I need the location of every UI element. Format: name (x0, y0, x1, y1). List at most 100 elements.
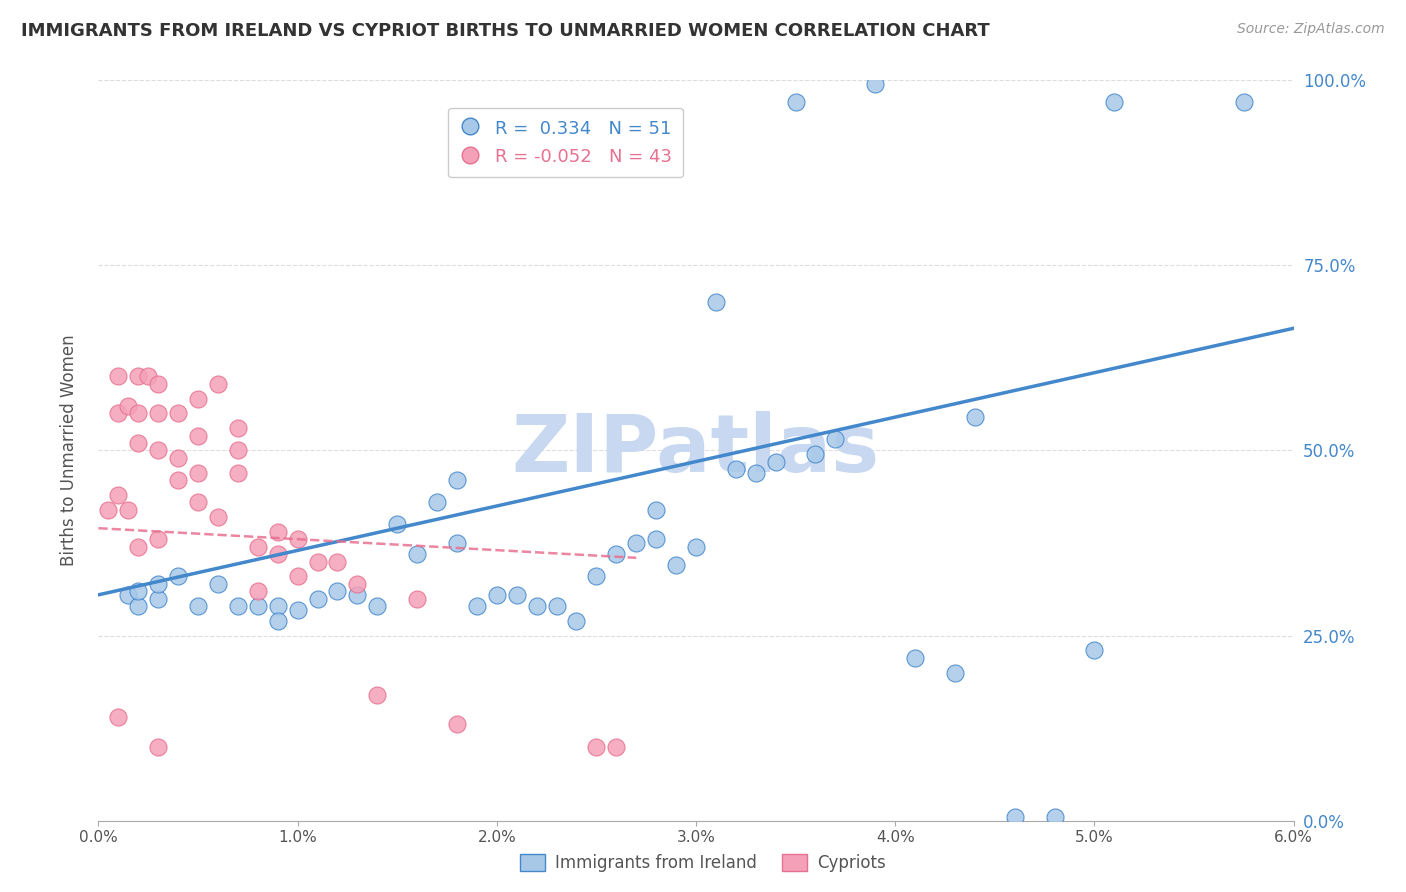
Point (226, 599, 249, 613)
Point (824, 433, 846, 447)
Point (97, 502, 120, 516)
Point (426, 495, 449, 509)
Text: ZIPatlas: ZIPatlas (512, 411, 880, 490)
Point (107, 710, 129, 724)
Point (117, 588, 139, 602)
Point (267, 547, 290, 561)
Point (207, 576, 229, 591)
Point (546, 599, 568, 613)
Point (107, 407, 129, 421)
Text: Source: ZipAtlas.com: Source: ZipAtlas.com (1237, 22, 1385, 37)
Point (346, 576, 368, 591)
Point (107, 488, 129, 502)
Point (1104, 95, 1126, 110)
Point (406, 547, 429, 561)
Point (645, 533, 668, 547)
Point (943, 665, 966, 680)
Point (287, 533, 309, 547)
Point (346, 588, 368, 602)
Point (167, 473, 190, 487)
Point (267, 614, 290, 628)
Point (605, 739, 627, 754)
Point (745, 466, 768, 480)
Point (366, 688, 388, 702)
Point (148, 739, 170, 754)
Text: IMMIGRANTS FROM IRELAND VS CYPRIOT BIRTHS TO UNMARRIED WOMEN CORRELATION CHART: IMMIGRANTS FROM IRELAND VS CYPRIOT BIRTH… (21, 22, 990, 40)
Point (167, 450, 190, 465)
Point (148, 376, 170, 391)
Point (226, 466, 249, 480)
Point (267, 599, 290, 613)
Point (136, 369, 159, 384)
Point (307, 591, 329, 606)
Point (1043, 810, 1066, 824)
Point (226, 443, 249, 458)
Point (267, 524, 290, 539)
Point (148, 407, 170, 421)
Point (724, 462, 747, 476)
Point (187, 599, 209, 613)
Point (804, 447, 827, 461)
Point (963, 410, 986, 425)
Point (207, 510, 229, 524)
Point (446, 473, 468, 487)
Point (187, 495, 209, 509)
Point (765, 454, 787, 468)
Point (605, 547, 627, 561)
Point (446, 717, 468, 731)
Point (107, 369, 129, 384)
Point (246, 599, 269, 613)
Point (585, 569, 607, 583)
Point (307, 555, 329, 569)
Point (167, 407, 190, 421)
Point (865, 77, 887, 91)
Point (1004, 810, 1026, 824)
Legend: R =  0.334   N = 51, R = -0.052   N = 43: R = 0.334 N = 51, R = -0.052 N = 43 (449, 108, 683, 178)
Point (148, 591, 170, 606)
Point (246, 540, 269, 554)
Point (446, 536, 468, 550)
Point (148, 576, 170, 591)
Point (187, 428, 209, 442)
Point (1083, 643, 1105, 657)
Point (565, 614, 588, 628)
Point (127, 407, 149, 421)
Point (127, 369, 149, 384)
Point (246, 584, 269, 599)
Point (526, 599, 548, 613)
Point (485, 588, 508, 602)
Point (127, 436, 149, 450)
Point (287, 602, 309, 616)
Point (287, 569, 309, 583)
Point (148, 533, 170, 547)
Point (187, 466, 209, 480)
Point (326, 584, 349, 599)
Point (385, 517, 409, 532)
Point (1233, 95, 1256, 110)
Point (406, 591, 429, 606)
Point (117, 399, 139, 413)
Point (685, 540, 707, 554)
Point (117, 502, 139, 516)
Point (704, 295, 727, 310)
Point (226, 421, 249, 435)
Point (326, 555, 349, 569)
Point (127, 540, 149, 554)
Legend: Immigrants from Ireland, Cypriots: Immigrants from Ireland, Cypriots (513, 847, 893, 879)
Point (585, 739, 607, 754)
Y-axis label: Births to Unmarried Women: Births to Unmarried Women (59, 334, 77, 566)
Point (127, 584, 149, 599)
Point (465, 599, 488, 613)
Point (148, 443, 170, 458)
Point (187, 392, 209, 406)
Point (665, 558, 688, 573)
Point (127, 599, 149, 613)
Point (645, 502, 668, 516)
Point (167, 569, 190, 583)
Point (626, 536, 648, 550)
Point (785, 95, 807, 110)
Point (207, 376, 229, 391)
Point (904, 650, 927, 665)
Point (506, 588, 529, 602)
Point (366, 599, 388, 613)
